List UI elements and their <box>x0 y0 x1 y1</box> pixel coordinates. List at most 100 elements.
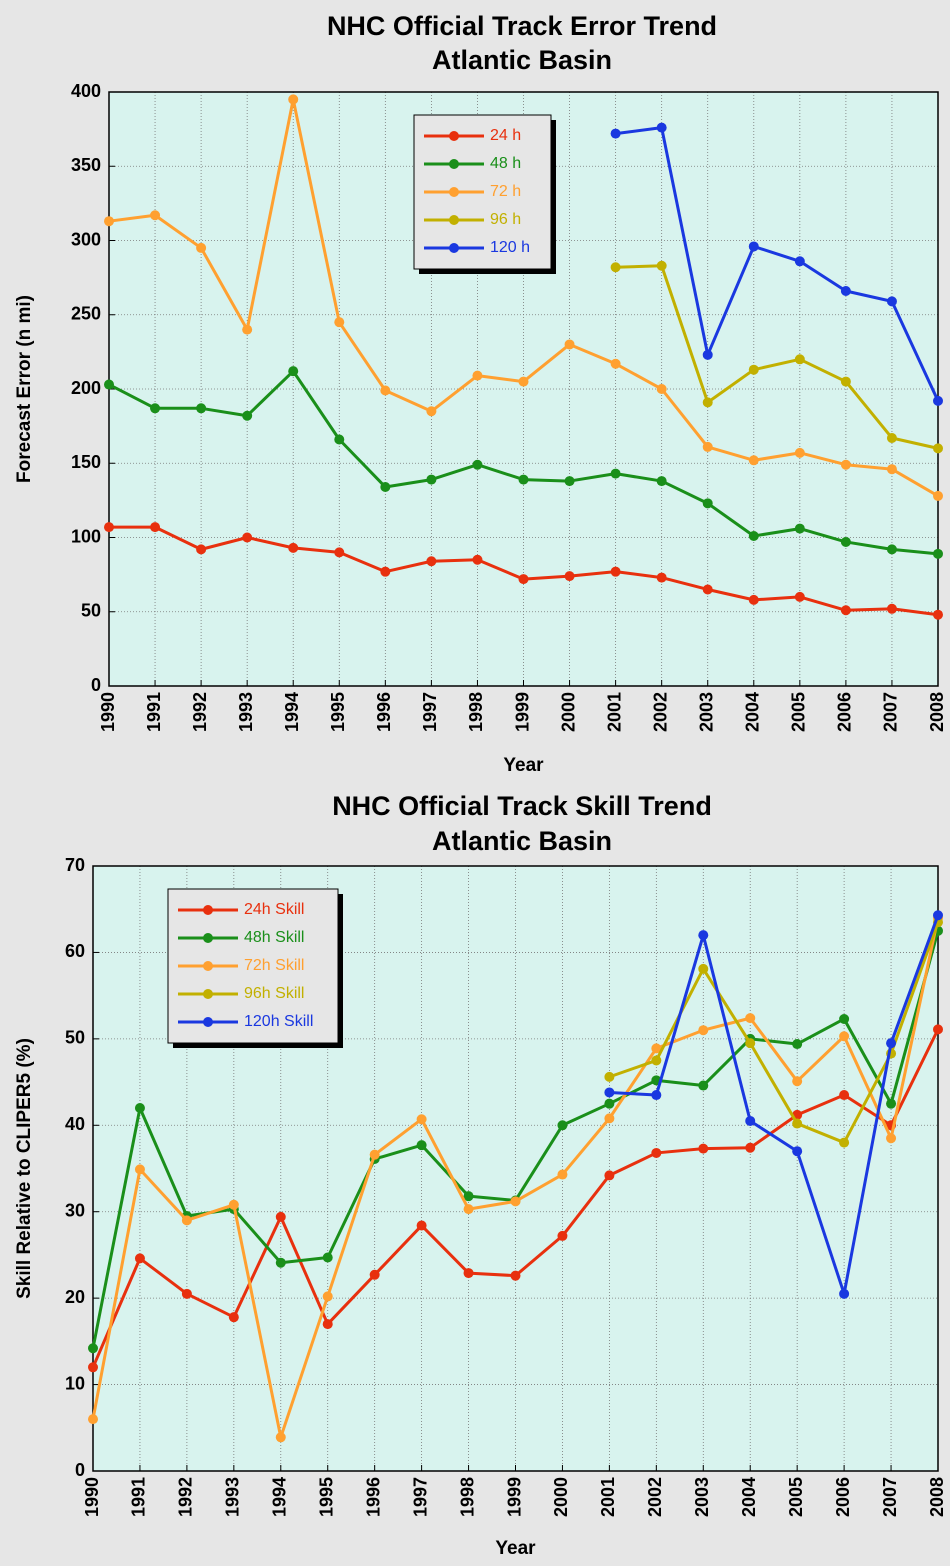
series-line <box>615 126 940 402</box>
x-tick-label: 2008 <box>927 692 947 732</box>
x-tick-label: 1992 <box>176 1477 196 1517</box>
data-point <box>792 1146 803 1157</box>
data-point <box>604 1113 615 1124</box>
data-point <box>134 1253 145 1264</box>
data-point <box>698 930 709 941</box>
data-point <box>792 1076 803 1087</box>
data-point <box>886 1038 897 1049</box>
data-point <box>564 339 575 350</box>
data-point <box>426 556 437 567</box>
x-tick-label: 2000 <box>551 1477 571 1517</box>
data-point <box>792 1039 803 1050</box>
x-tick-label: 2007 <box>880 1477 900 1517</box>
data-point <box>518 474 529 485</box>
legend-label: 48 h <box>490 155 521 172</box>
data-point <box>416 1114 427 1125</box>
data-point <box>288 542 299 553</box>
y-tick-label: 50 <box>81 601 101 621</box>
data-point <box>242 324 253 335</box>
chart: NHC Official Track Error Trend Atlantic B… <box>14 11 947 776</box>
data-point <box>933 1024 943 1035</box>
data-point <box>656 476 667 487</box>
data-point <box>518 376 529 387</box>
data-point <box>604 1087 615 1098</box>
x-tick-label: 2003 <box>696 692 716 732</box>
data-point <box>886 544 897 555</box>
data-point <box>794 354 805 365</box>
data-point <box>88 1414 98 1425</box>
data-point <box>228 1312 239 1323</box>
series-line <box>609 914 940 1296</box>
y-tick-label: 0 <box>75 1460 85 1480</box>
data-point <box>745 1038 756 1049</box>
data-point <box>334 547 345 558</box>
x-axis-label: Year <box>495 1538 536 1559</box>
y-tick-label: 150 <box>71 452 101 472</box>
data-point <box>604 1071 615 1082</box>
x-tick-label: 2006 <box>833 1477 853 1517</box>
data-point <box>275 1432 286 1443</box>
x-tick-label: 2006 <box>835 692 855 732</box>
y-tick-label: 10 <box>65 1373 85 1393</box>
y-tick-label: 250 <box>71 304 101 324</box>
data-point <box>748 531 759 542</box>
x-tick-label: 1991 <box>129 1477 149 1517</box>
y-tick-label: 40 <box>65 1114 85 1134</box>
x-tick-label: 1995 <box>316 1477 336 1517</box>
data-point <box>886 1098 897 1109</box>
data-point <box>745 1013 756 1024</box>
data-point <box>463 1191 474 1202</box>
x-tick-label: 1996 <box>374 692 394 732</box>
data-point <box>288 94 299 105</box>
data-point <box>134 1103 145 1113</box>
data-point <box>610 468 621 479</box>
data-point <box>88 1343 98 1354</box>
legend-swatch <box>449 187 459 197</box>
x-tick-label: 1990 <box>82 1477 102 1517</box>
x-tick-label: 2002 <box>650 692 670 732</box>
data-point <box>610 262 621 273</box>
data-point <box>656 572 667 583</box>
series-line <box>615 264 939 450</box>
data-point <box>150 403 161 414</box>
data-point <box>181 1288 192 1299</box>
x-tick-label: 2003 <box>692 1477 712 1517</box>
x-tick-label: 2001 <box>598 1477 618 1517</box>
data-point <box>463 1204 474 1215</box>
data-point <box>651 1055 662 1066</box>
data-point <box>564 571 575 582</box>
x-tick-label: 1991 <box>144 692 164 732</box>
data-point <box>610 566 621 577</box>
data-point <box>510 1196 521 1207</box>
y-tick-label: 60 <box>65 941 85 961</box>
data-point <box>104 379 114 390</box>
plot-frame <box>92 865 939 1472</box>
data-point <box>651 1043 662 1054</box>
data-point <box>933 609 943 620</box>
data-point <box>322 1291 333 1302</box>
data-point <box>610 128 621 139</box>
data-point <box>794 447 805 458</box>
data-point <box>745 1142 756 1153</box>
x-tick-label: 1990 <box>98 692 118 732</box>
y-tick-label: 350 <box>71 155 101 175</box>
chart: NHC Official Track Skill Trend Atlantic B… <box>14 791 947 1559</box>
data-point <box>181 1215 192 1226</box>
legend-swatch <box>203 933 213 943</box>
data-point <box>104 522 114 533</box>
data-point <box>840 376 851 387</box>
data-point <box>748 455 759 466</box>
data-point <box>702 441 713 452</box>
data-point <box>380 482 391 493</box>
data-point <box>134 1164 145 1175</box>
data-point <box>604 1170 615 1181</box>
x-tick-label: 1999 <box>504 1477 524 1517</box>
data-point <box>288 366 299 377</box>
y-tick-label: 50 <box>65 1028 85 1048</box>
x-tick-label: 1993 <box>223 1477 243 1517</box>
x-tick-label: 1994 <box>282 692 302 732</box>
data-point <box>651 1090 662 1101</box>
data-point <box>426 474 437 485</box>
data-point <box>104 216 114 227</box>
